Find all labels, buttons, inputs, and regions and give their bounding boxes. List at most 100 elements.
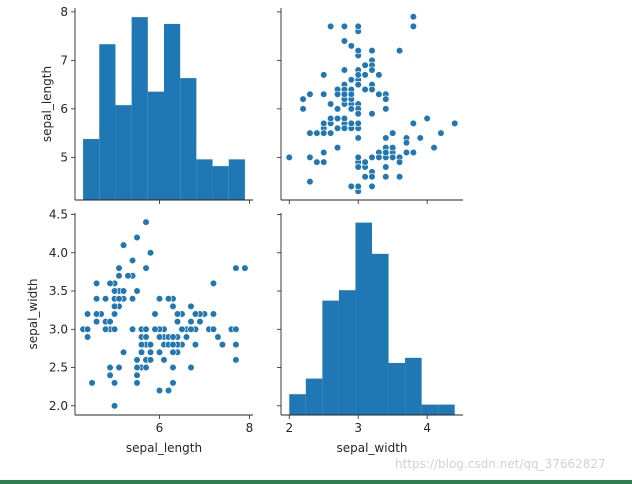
hist-bar-sepal_length-5 [164,23,181,200]
scatter-point-scatter_width_vs_length-122 [232,341,240,349]
scatter-point-scatter_length_vs_width-130 [340,37,349,45]
scatter-point-scatter_width_vs_length-100 [169,302,177,310]
scatter-point-scatter_length_vs_width-41 [306,177,314,186]
scatter-point-scatter_length_vs_width-76 [340,66,349,74]
scatter-point-scatter_length_vs_width-22 [395,173,404,181]
scatter-point-scatter_length_vs_width-114 [340,114,349,123]
y-tick-label-sepal_width-2: 3.0 [49,322,68,336]
scatter-point-scatter_length_vs_width-47 [368,173,376,181]
scatter-point-scatter_width_vs_length-135 [232,325,240,333]
hist-bar-sepal_width-3 [338,290,356,415]
scatter-point-scatter_width_vs_length-148 [164,295,173,303]
hist-bar-sepal_width-0 [289,394,306,415]
scatter-point-scatter_length_vs_width-68 [299,95,307,103]
scatter-point-scatter_length_vs_width-45 [354,163,362,171]
scatter-point-scatter_width_vs_length-34 [106,318,114,326]
scatter-point-scatter_width_vs_length-114 [146,341,155,349]
scatter-point-scatter_length_vs_width-98 [320,148,328,157]
scatter-point-scatter_length_vs_width-141 [361,61,369,69]
scatter-point-scatter_length_vs_width-36 [389,129,397,137]
x-tick-label-sepal_width-2: 4 [423,421,431,435]
scatter-point-scatter_width_vs_length-70 [151,310,159,318]
hist-bar-sepal_width-7 [405,357,422,415]
scatter-point-scatter_length_vs_width-135 [354,22,362,31]
hist-bar-sepal_length-0 [83,139,100,200]
panel-scatter_width_vs_length: 6 8 2.0 2.5 3.0 3.5 4.0 4.5 [49,208,253,435]
window-bottom-bar [0,480,632,484]
scatter-point-scatter_width_vs_length-142 [146,348,155,356]
y-tick-label-sepal_length-3: 8 [60,5,68,19]
scatter-point-scatter_length_vs_width-57 [313,158,321,166]
hist-bar-sepal_length-3 [131,17,148,201]
scatter-point-scatter_length_vs_width-133 [340,90,349,98]
scatter-point-scatter_width_vs_length-81 [133,371,141,379]
scatter-point-scatter_width_vs_length-129 [209,325,218,333]
scatter-point-scatter_length_vs_width-117 [409,22,417,31]
scatter-point-scatter_length_vs_width-100 [375,90,383,98]
x-axis-label-0: sepal_length [126,441,202,455]
scatter-point-scatter_width_vs_length-16 [128,256,137,265]
scatter-point-scatter_length_vs_width-35 [368,153,376,161]
y-axis-label-1: sepal_width [26,278,40,349]
scatter-point-scatter_length_vs_width-140 [361,71,369,79]
scatter-point-scatter_width_vs_length-45 [101,325,110,333]
scatter-point-scatter_length_vs_width-6 [382,173,390,181]
scatter-point-scatter_length_vs_width-96 [347,119,355,127]
scatter-point-scatter_length_vs_width-95 [354,119,362,127]
scatter-point-scatter_length_vs_width-94 [333,124,342,132]
scatter-point-scatter_length_vs_width-144 [375,71,383,79]
scatter-point-scatter_length_vs_width-118 [327,22,335,31]
scatter-point-scatter_width_vs_length-119 [155,386,164,395]
scatter-point-scatter_length_vs_width-122 [340,22,349,31]
scatter-point-scatter_width_vs_length-32 [119,241,128,249]
scatter-point-scatter_length_vs_width-87 [306,90,314,98]
scatter-point-scatter_length_vs_width-92 [327,114,335,123]
scatter-point-scatter_width_vs_length-39 [115,295,123,303]
scatter-point-scatter_length_vs_width-142 [333,114,342,123]
scatter-point-scatter_width_vs_length-140 [187,318,195,326]
scatter-point-scatter_width_vs_length-31 [128,295,137,303]
scatter-point-scatter_length_vs_width-83 [333,105,342,113]
scatter-point-scatter_width_vs_length-35 [110,310,119,318]
x-tick-label-sepal_length-0: 6 [156,421,164,435]
scatter-point-scatter_width_vs_length-38 [83,325,92,333]
x-tick-label-sepal_width-0: 2 [285,421,293,435]
scatter-point-scatter_width_vs_length-36 [133,287,141,295]
hist-bar-sepal_width-5 [372,253,389,415]
scatter-point-scatter_length_vs_width-37 [395,158,404,166]
scatter-point-scatter_width_vs_length-78 [155,333,164,341]
scatter-point-scatter_length_vs_width-148 [382,95,390,103]
scatter-point-scatter_width_vs_length-143 [191,310,200,318]
scatter-point-scatter_width_vs_length-141 [196,318,204,326]
x-tick-label-sepal_width-1: 3 [354,421,362,435]
scatter-point-scatter_length_vs_width-70 [368,110,376,118]
scatter-point-scatter_width_vs_length-60 [110,402,119,410]
scatter-point-scatter_length_vs_width-18 [409,119,417,127]
y-tick-label-sepal_width-5: 4.5 [49,208,68,222]
scatter-point-scatter_width_vs_length-131 [241,264,249,272]
hist-bar-sepal_width-1 [305,378,323,415]
scatter-point-scatter_length_vs_width-147 [354,81,362,89]
scatter-point-scatter_width_vs_length-25 [110,325,119,333]
scatter-point-scatter_width_vs_length-149 [151,325,159,333]
scatter-point-scatter_length_vs_width-78 [347,105,355,113]
scatter-point-scatter_width_vs_length-76 [191,341,200,349]
scatter-point-scatter_width_vs_length-95 [142,325,150,333]
scatter-point-scatter_length_vs_width-25 [354,153,362,161]
scatter-point-scatter_width_vs_length-41 [88,379,96,387]
scatter-point-scatter_width_vs_length-133 [169,341,177,349]
y-tick-label-sepal_width-3: 3.5 [49,284,68,298]
y-tick-label-sepal_length-0: 5 [60,150,68,164]
scatter-point-scatter_length_vs_width-121 [340,124,349,132]
scatter-point-scatter_length_vs_width-93 [306,153,314,161]
scatter-point-scatter_width_vs_length-87 [169,379,177,387]
hist-bar-sepal_width-6 [388,363,406,415]
scatter-point-scatter_width_vs_length-134 [160,356,168,364]
scatter-point-scatter_length_vs_width-33 [437,129,445,137]
scatter-point-scatter_length_vs_width-3 [361,173,369,181]
scatter-point-scatter_length_vs_width-46 [409,148,417,157]
scatter-point-scatter_length_vs_width-32 [430,144,438,152]
scatter-point-scatter_length_vs_width-8 [347,182,355,191]
scatter-point-scatter_width_vs_length-21 [115,272,123,280]
scatter-point-scatter_width_vs_length-113 [142,363,150,372]
